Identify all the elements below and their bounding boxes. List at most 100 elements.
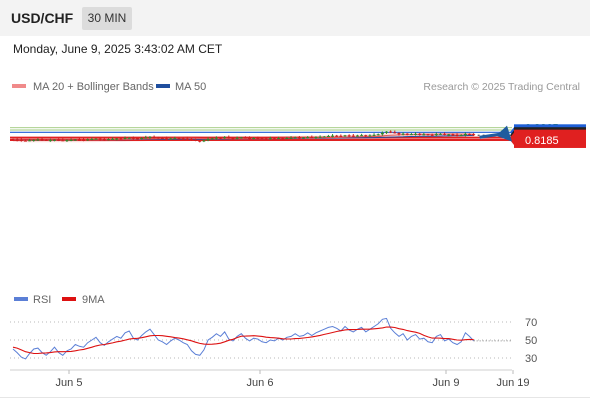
price-tag-pointer bbox=[510, 134, 514, 145]
candle-body bbox=[443, 133, 447, 135]
rsi-ma9-line bbox=[12, 326, 474, 355]
x-tick-label: Jun 9 bbox=[433, 377, 460, 389]
candle-body bbox=[297, 137, 301, 139]
candle-body bbox=[73, 139, 77, 141]
candle-body bbox=[364, 135, 368, 137]
candle-body bbox=[343, 135, 347, 137]
candle-body bbox=[360, 135, 364, 137]
legend-label-ma20: MA 20 + Bollinger Bands bbox=[33, 81, 154, 93]
candle-body bbox=[44, 139, 48, 141]
candle-body bbox=[127, 137, 131, 139]
ma20-line bbox=[12, 133, 474, 141]
candle-body bbox=[165, 138, 169, 140]
candle-body bbox=[198, 140, 202, 142]
rsi-tick-label: 30 bbox=[525, 353, 537, 365]
candle-body bbox=[219, 137, 222, 139]
candle-body bbox=[94, 138, 98, 140]
candle-body bbox=[239, 137, 243, 139]
candle-body bbox=[152, 136, 156, 138]
candle-body bbox=[468, 133, 471, 135]
price-tag bbox=[514, 131, 586, 148]
candle-body bbox=[438, 133, 442, 135]
candle-body bbox=[455, 134, 459, 136]
timeframe-button[interactable]: 30 MIN bbox=[82, 7, 132, 30]
candle-body bbox=[98, 138, 102, 140]
legend-swatch-ma50 bbox=[156, 84, 170, 88]
forecast-arrow-head bbox=[496, 125, 512, 142]
candle-body bbox=[418, 133, 422, 135]
candle-body bbox=[169, 138, 173, 140]
candle-body bbox=[401, 133, 405, 135]
candle-body bbox=[368, 135, 372, 137]
candle-body bbox=[223, 137, 227, 139]
candle-body bbox=[23, 140, 27, 142]
legend-swatch-9ma bbox=[62, 297, 76, 301]
candle-body bbox=[140, 138, 144, 140]
candle-body bbox=[422, 134, 426, 136]
candle-body bbox=[426, 134, 430, 136]
datetime-label: Monday, June 9, 2025 3:43:02 AM CET bbox=[13, 42, 223, 56]
candle-body bbox=[351, 135, 355, 137]
candle-body bbox=[65, 140, 69, 142]
x-tick-label: Jun 5 bbox=[56, 377, 83, 389]
candle-body bbox=[185, 138, 189, 140]
candle-body bbox=[285, 137, 289, 139]
candle-body bbox=[189, 138, 193, 140]
candle-body bbox=[210, 138, 214, 140]
candle-body bbox=[268, 138, 272, 140]
candle-body bbox=[82, 139, 86, 141]
candle-body bbox=[102, 139, 106, 141]
candle-body bbox=[156, 137, 160, 139]
candle-body bbox=[77, 139, 81, 141]
candle-body bbox=[447, 134, 451, 136]
candle-body bbox=[136, 138, 139, 140]
candle-body bbox=[385, 131, 388, 133]
candle-body bbox=[214, 137, 218, 139]
candle-body bbox=[414, 133, 418, 135]
candle-body bbox=[451, 134, 455, 136]
rsi-line bbox=[12, 317, 475, 360]
candle-body bbox=[202, 140, 206, 142]
candle-body bbox=[434, 134, 438, 136]
candle-body bbox=[302, 137, 305, 139]
candle-body bbox=[61, 140, 65, 142]
candle-body bbox=[405, 133, 409, 135]
candle-body bbox=[314, 137, 318, 139]
candle-body bbox=[256, 137, 260, 139]
candle-body bbox=[335, 135, 339, 137]
credit-label: Research © 2025 Trading Central bbox=[423, 81, 580, 93]
candle-body bbox=[19, 139, 23, 141]
candle-body bbox=[119, 138, 123, 140]
candle-body bbox=[331, 135, 335, 137]
candle-body bbox=[322, 136, 326, 138]
candle-body bbox=[459, 135, 463, 137]
candle-body bbox=[355, 135, 359, 137]
candle-body bbox=[409, 134, 413, 136]
candle-body bbox=[123, 138, 127, 140]
candle-body bbox=[69, 139, 73, 141]
candle-body bbox=[252, 137, 256, 139]
candle-body bbox=[227, 137, 231, 139]
candle-body bbox=[393, 132, 397, 134]
candle-body bbox=[260, 138, 264, 140]
candle-body bbox=[293, 137, 297, 139]
candle-body bbox=[53, 139, 56, 141]
candle-body bbox=[318, 136, 322, 138]
candle-body bbox=[194, 139, 198, 141]
symbol-title: USD/CHF bbox=[11, 10, 74, 26]
candle-body bbox=[40, 139, 44, 141]
candle-body bbox=[177, 138, 181, 140]
candle-body bbox=[11, 139, 15, 141]
candle-body bbox=[430, 134, 434, 136]
candle-body bbox=[389, 131, 393, 133]
candle-body bbox=[131, 137, 135, 139]
price-tag-label: 0.8185 bbox=[525, 135, 559, 147]
candle-body bbox=[48, 140, 52, 142]
candle-body bbox=[115, 138, 119, 140]
rsi-tick-label: 70 bbox=[525, 317, 537, 329]
candle-body bbox=[173, 138, 177, 140]
candle-body bbox=[347, 135, 351, 137]
legend-label-rsi: RSI bbox=[33, 294, 51, 306]
